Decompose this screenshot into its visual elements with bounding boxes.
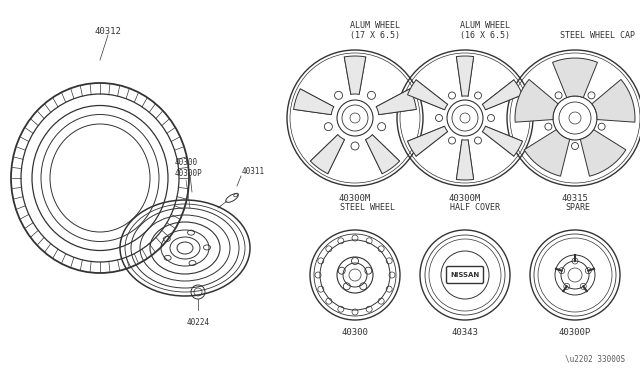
Polygon shape <box>515 80 558 122</box>
Polygon shape <box>365 135 399 174</box>
Text: STEEL WHEEL CAP: STEEL WHEEL CAP <box>560 31 635 40</box>
Polygon shape <box>552 58 598 97</box>
Polygon shape <box>456 140 474 180</box>
Polygon shape <box>483 80 522 110</box>
Text: HALF COVER: HALF COVER <box>450 203 500 212</box>
Text: \u2202 33000S: \u2202 33000S <box>565 354 625 363</box>
Text: 40311: 40311 <box>242 167 265 176</box>
Text: 40312: 40312 <box>95 27 122 36</box>
Polygon shape <box>592 80 635 122</box>
Polygon shape <box>310 135 344 174</box>
Text: ALUM WHEEL
(16 X 6.5): ALUM WHEEL (16 X 6.5) <box>460 20 510 40</box>
Polygon shape <box>483 126 522 156</box>
Polygon shape <box>344 56 366 94</box>
Text: 40300P: 40300P <box>559 328 591 337</box>
Text: NISSAN: NISSAN <box>451 272 479 278</box>
Text: ALUM WHEEL
(17 X 6.5): ALUM WHEEL (17 X 6.5) <box>350 20 400 40</box>
Text: 40315: 40315 <box>561 194 588 203</box>
Text: 40224: 40224 <box>186 318 209 327</box>
Polygon shape <box>408 126 447 156</box>
Polygon shape <box>524 130 570 176</box>
Text: 40300M: 40300M <box>339 194 371 203</box>
Text: STEEL WHEEL: STEEL WHEEL <box>340 203 395 212</box>
Text: 40343: 40343 <box>452 328 479 337</box>
Text: 40300: 40300 <box>342 328 369 337</box>
Text: 40300
40300P: 40300 40300P <box>175 158 203 178</box>
Text: 40300M: 40300M <box>449 194 481 203</box>
Polygon shape <box>294 89 334 115</box>
Polygon shape <box>580 130 626 176</box>
Polygon shape <box>376 89 417 115</box>
FancyBboxPatch shape <box>447 266 483 283</box>
Polygon shape <box>456 56 474 96</box>
Polygon shape <box>408 80 447 110</box>
Text: SPARE: SPARE <box>565 203 590 212</box>
